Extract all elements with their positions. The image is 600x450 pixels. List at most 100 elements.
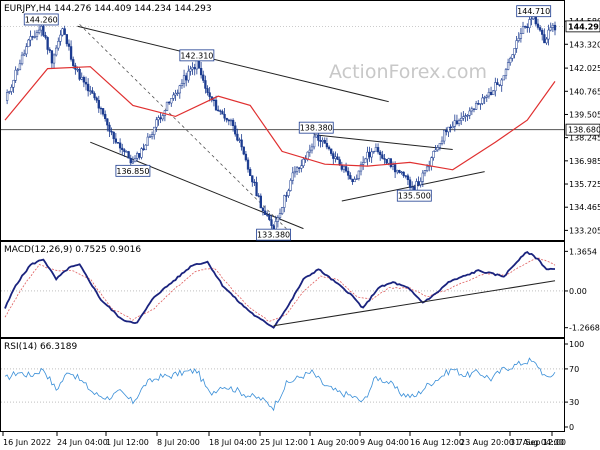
candle-body	[434, 149, 437, 152]
swing-label-text: 144.260	[25, 15, 58, 24]
candle-body	[342, 166, 346, 170]
candle-body	[530, 18, 533, 20]
rsi-tick-label: 0	[569, 423, 574, 432]
candle-body	[323, 139, 326, 144]
price-tick-label: 138.245	[569, 134, 600, 143]
candle-body	[521, 26, 525, 34]
candle-body	[238, 139, 241, 141]
candle-body	[187, 70, 190, 81]
macd-tick-label: 1.3654	[569, 247, 597, 256]
candle-body	[374, 147, 378, 152]
candle-body	[155, 119, 158, 128]
candle-body	[123, 149, 126, 152]
candle-body	[549, 27, 552, 31]
candle-body	[212, 99, 216, 102]
time-tick-label: 31 Aug 04:00	[510, 438, 564, 447]
candle-body	[347, 170, 350, 176]
candle-body	[285, 195, 288, 197]
candle-body	[12, 80, 15, 88]
rsi-panel-frame	[0, 338, 565, 432]
candle-body	[99, 107, 103, 110]
candle-body	[270, 219, 273, 226]
candle-body	[502, 75, 505, 81]
candle-body	[229, 119, 233, 122]
candle-body	[338, 159, 341, 166]
candle-body	[325, 143, 329, 148]
candle-body	[455, 120, 459, 124]
candle-body	[193, 67, 196, 70]
candle-body	[185, 75, 188, 81]
candle-body	[189, 68, 192, 72]
candle-body	[385, 159, 388, 164]
time-tick-label: 9 Aug 04:00	[360, 438, 409, 447]
candle-body	[148, 136, 152, 138]
swing-label-box	[396, 189, 432, 202]
candle-body	[16, 69, 19, 71]
rsi-tick-label: 100	[569, 340, 584, 349]
candle-body	[389, 158, 393, 167]
chart-symbol: EURJPY,H4 144.276 144.409 144.234 144.29…	[4, 4, 212, 14]
candle-body	[280, 207, 284, 214]
candle-body	[312, 136, 316, 148]
level-label: 144.293	[568, 22, 600, 31]
candle-body	[423, 170, 427, 174]
candle-body	[25, 46, 28, 55]
candle-body	[18, 63, 22, 71]
candle-body	[165, 101, 169, 111]
symbol-label: EURJPY,H4	[4, 4, 52, 14]
swing-label-text: 135.500	[398, 192, 431, 201]
candle-body	[33, 36, 36, 38]
candle-body	[526, 26, 529, 29]
candle-body	[37, 29, 41, 33]
candle-body	[263, 210, 267, 215]
candle-body	[174, 93, 177, 96]
candle-body	[136, 153, 139, 159]
macd-title: MACD(12,26,9) 0.7525 0.9016	[4, 245, 141, 255]
candle-body	[31, 36, 34, 38]
trendline	[77, 25, 389, 103]
candle-body	[494, 82, 497, 92]
ma-line	[4, 66, 556, 171]
candle-body	[436, 147, 439, 151]
candle-body	[259, 195, 262, 209]
candle-body	[234, 125, 237, 135]
candle-body	[182, 75, 186, 84]
candle-body	[293, 170, 297, 174]
candle-body	[106, 118, 109, 126]
candle-body	[244, 153, 248, 161]
candle-body	[336, 156, 339, 160]
time-tick-label: 16 Aug 12:00	[410, 438, 464, 447]
candle-body	[23, 53, 26, 56]
candle-body	[253, 181, 256, 184]
swing-label-box	[298, 121, 334, 134]
candle-body	[116, 142, 120, 144]
candle-body	[513, 48, 516, 56]
candle-body	[332, 153, 335, 159]
candle-body	[359, 164, 363, 172]
candle-body	[27, 39, 30, 47]
candle-body	[295, 167, 299, 172]
candle-body	[89, 90, 92, 92]
candle-body	[376, 147, 380, 153]
candle-body	[159, 117, 162, 120]
candle-body	[199, 68, 203, 76]
candle-body	[167, 101, 171, 104]
price-candles	[5, 12, 557, 237]
candle-body	[223, 113, 226, 119]
watermark: ActionForex.com	[329, 61, 487, 83]
candle-body	[133, 158, 137, 163]
candle-body	[82, 77, 86, 83]
candle-body	[112, 131, 115, 140]
candle-body	[547, 29, 550, 40]
price-swing-labels: 144.260 136.850 142.310 133.380 138.380 135.5…	[23, 5, 552, 241]
candle-body	[283, 195, 286, 208]
macd-tick-label: 0.00	[569, 287, 587, 296]
candle-body	[101, 108, 105, 115]
trendline	[341, 171, 485, 202]
time-tick-label: 8 Jul 20:00	[157, 438, 200, 447]
candle-body	[321, 139, 324, 142]
price-tick-label: 139.505	[569, 110, 600, 119]
candle-body	[464, 115, 467, 117]
candle-body	[366, 151, 369, 160]
swing-label-box	[23, 13, 59, 26]
